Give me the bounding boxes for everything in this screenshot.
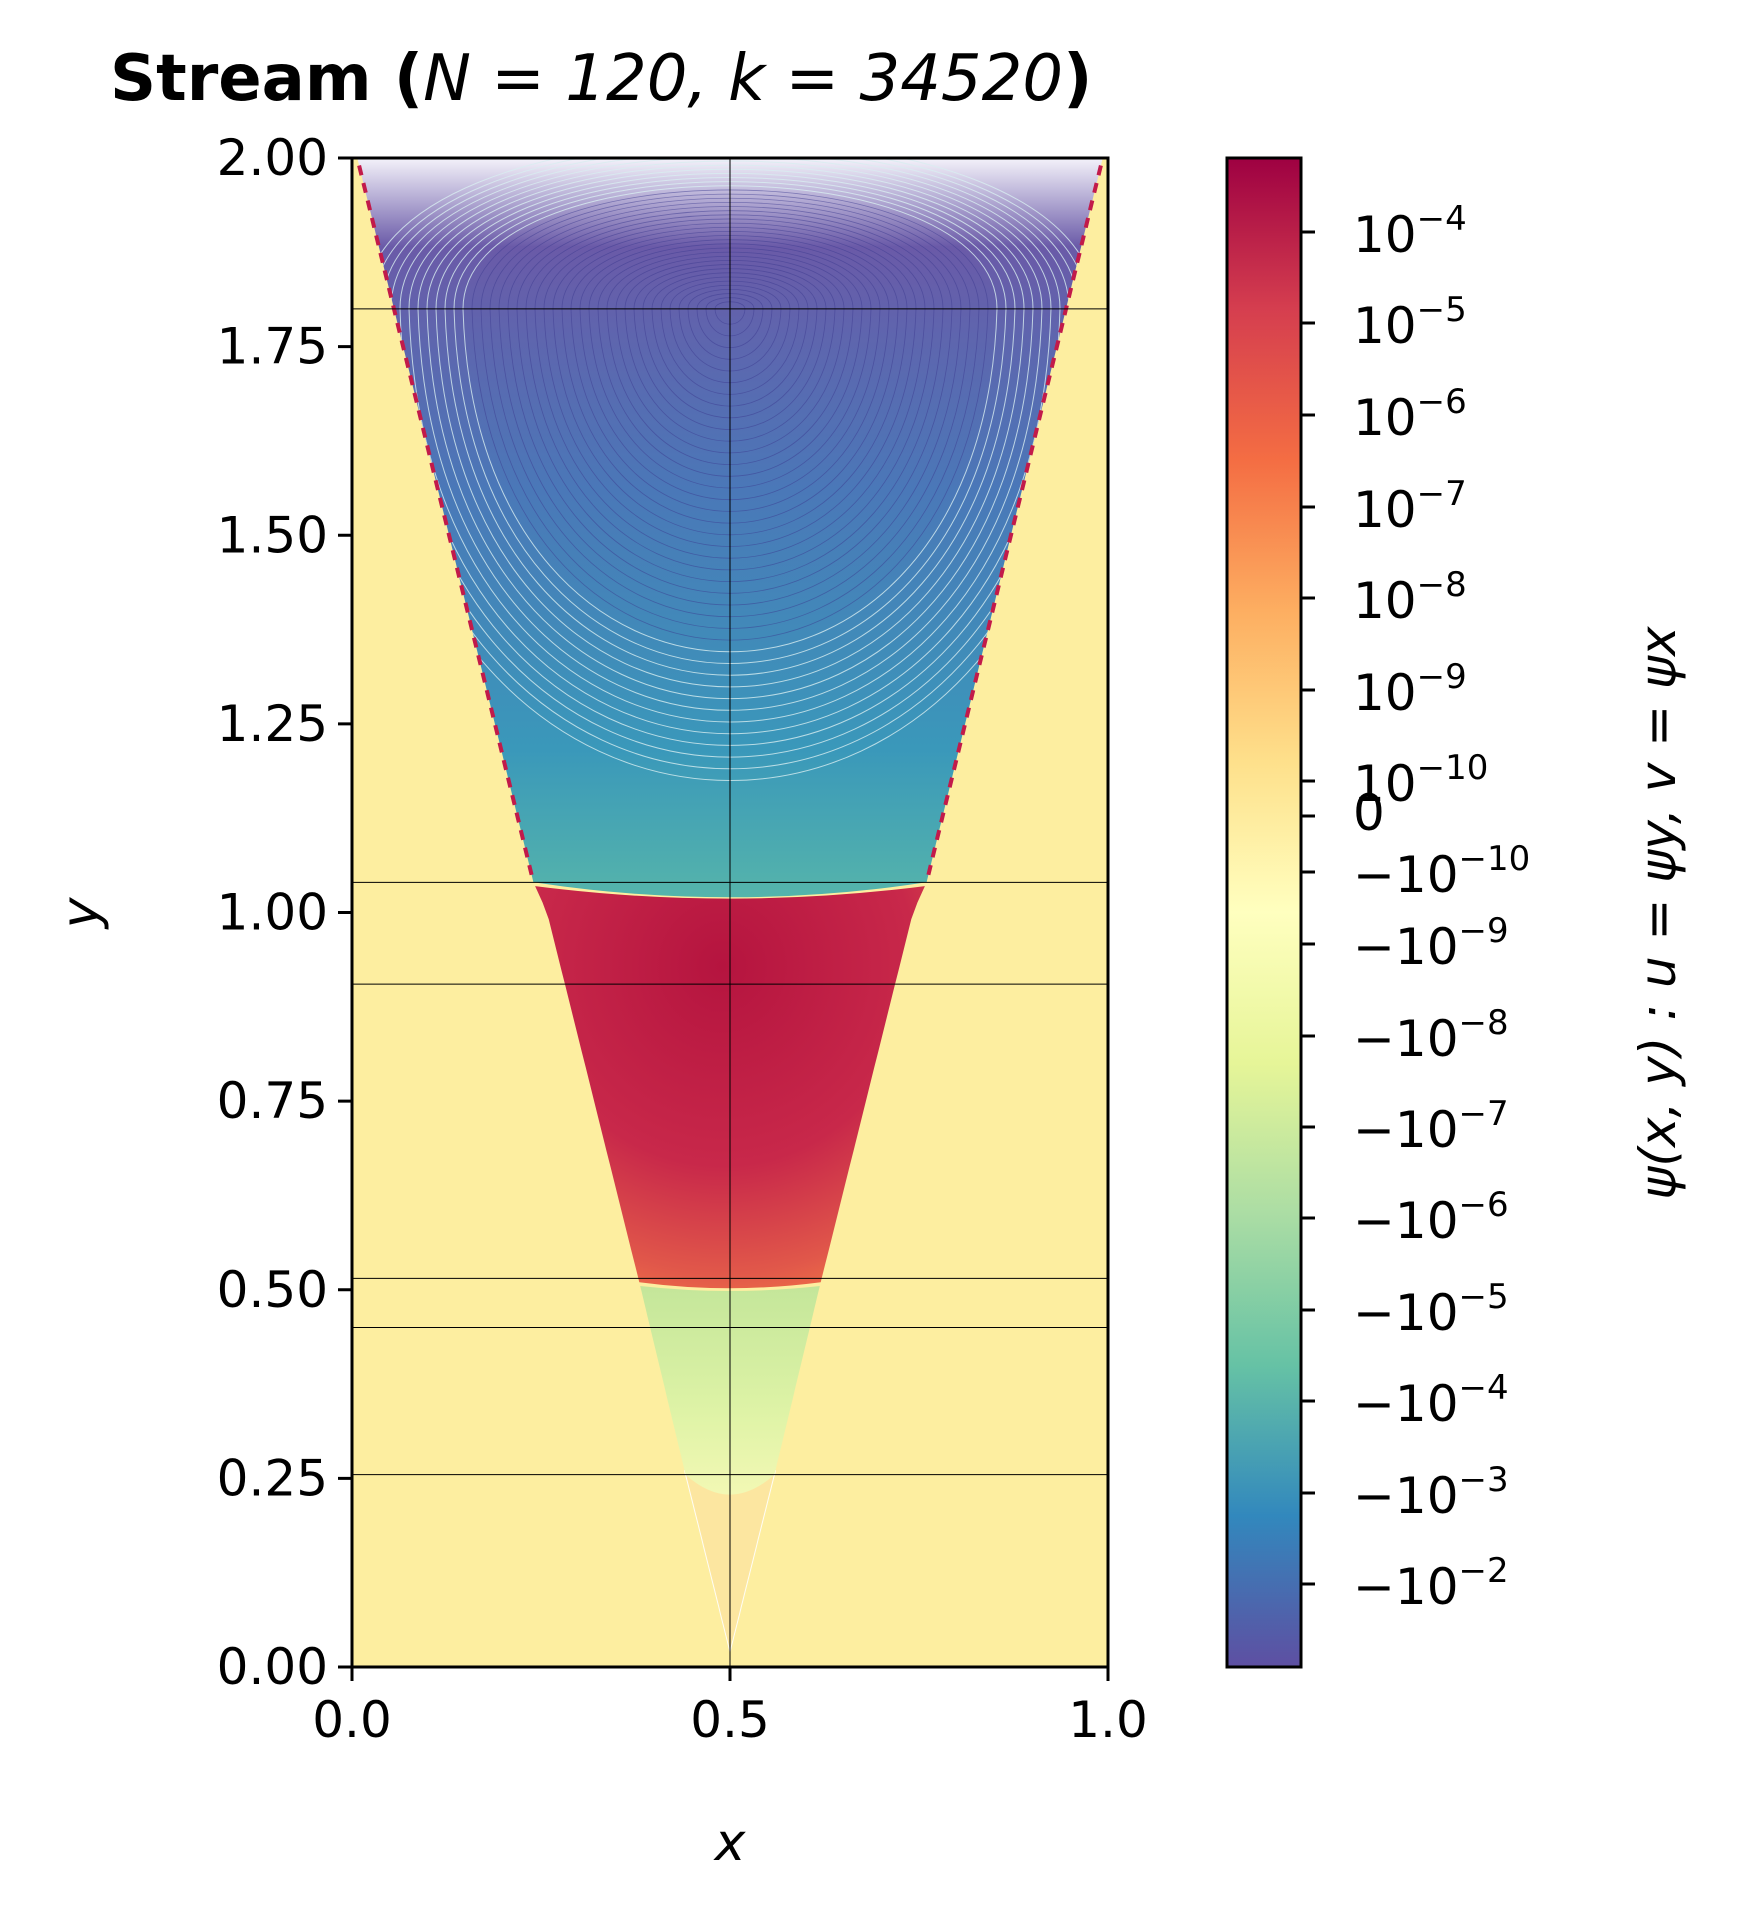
streamline: [651, 272, 809, 407]
colorbar-tick-label: 0: [1353, 784, 1385, 842]
left-boundary-edge: [357, 165, 534, 876]
right-boundary-edge: [926, 165, 1103, 876]
streamline: [453, 181, 1007, 664]
colorbar-tick-label: −10−4: [1353, 1368, 1509, 1433]
streamline: [543, 222, 917, 547]
streamline: [660, 276, 800, 395]
streamline: [687, 289, 773, 360]
colorbar-tick-label: 10−7: [1353, 474, 1467, 539]
streamline: [480, 193, 980, 629]
x-axis-ticks: 0.0 0.5 1.0: [312, 1667, 1148, 1749]
streamline: [678, 284, 782, 372]
streamline: [534, 218, 926, 559]
y-tick-label: 1.75: [217, 318, 328, 376]
streamline: [552, 226, 908, 535]
colorbar-frame: [1225, 156, 1303, 1669]
title-close: ): [1063, 42, 1093, 116]
colorbar-tick-label: −10−9: [1353, 911, 1509, 976]
y-tick-label: 1.25: [217, 695, 328, 753]
y-tick-label: 0.75: [217, 1072, 328, 1130]
colorbar-gradient: [1227, 158, 1301, 1667]
streamline: [417, 164, 1043, 711]
plot-area: [352, 158, 1108, 1667]
streamline: [615, 255, 845, 454]
streamline: [426, 168, 1034, 699]
streamline: [606, 251, 854, 465]
streamline: [462, 185, 998, 653]
chart-title: Stream (N = 120, k = 34520): [110, 42, 1092, 116]
streamline: [498, 201, 962, 606]
y-tick-label: 2.00: [217, 129, 328, 187]
colorbar-tick-label: 10−9: [1353, 657, 1467, 722]
streamline: [435, 173, 1025, 688]
streamline: [633, 264, 827, 430]
y-tick-label: 1.50: [217, 506, 328, 564]
streamline: [516, 210, 944, 582]
streamline: [624, 260, 836, 442]
x-tick-label: 0.5: [690, 1691, 770, 1749]
streamline: [561, 230, 899, 524]
x-axis-label: x: [713, 1813, 747, 1873]
streamline: [489, 197, 971, 618]
colorbar-tick-label: −10−2: [1353, 1551, 1509, 1616]
y-axis-label: y: [51, 896, 111, 930]
colorbar-tick-label: 10−10: [1353, 748, 1488, 813]
colorbar-tick-label: 10−4: [1353, 199, 1467, 264]
colorbar-tick-label: −10−7: [1353, 1094, 1509, 1159]
streamline: [579, 239, 881, 500]
colorbar-label: ψ(x, y) : u = ψy, v = ψx: [1629, 626, 1687, 1200]
streamline: [507, 206, 953, 594]
streamline: [597, 247, 863, 477]
streamline: [525, 214, 935, 571]
colorbar-tick-label: −10−6: [1353, 1185, 1509, 1250]
colorbar-tick-label: −10−5: [1353, 1277, 1509, 1342]
x-tick-label: 0.0: [312, 1691, 392, 1749]
y-tick-label: 0.25: [217, 1449, 328, 1507]
y-axis-ticks: 0.00 0.25 0.50 0.75 1.00 1.25 1.50 1.75 2.00: [217, 129, 352, 1696]
colorbar-tick-label: −10−10: [1353, 839, 1530, 904]
colorbar-tick-label: 10−6: [1353, 382, 1467, 447]
y-tick-label: 1.00: [217, 884, 328, 942]
streamline: [444, 177, 1016, 676]
streamline: [669, 280, 791, 384]
streamline: [471, 189, 989, 641]
title-bold: Stream (: [110, 42, 424, 116]
colorbar-tick-label: −10−8: [1353, 1003, 1509, 1068]
streamline: [588, 243, 872, 489]
colorbar-tick-label: 10−8: [1353, 565, 1467, 630]
streamline: [570, 235, 890, 512]
y-tick-label: 0.50: [217, 1261, 328, 1319]
streamline: [642, 268, 818, 419]
title-math: N = 120, k = 34520: [423, 42, 1064, 116]
colorbar-tick-label: 10−5: [1353, 290, 1467, 355]
y-tick-label: 0.00: [217, 1638, 328, 1696]
x-tick-label: 1.0: [1068, 1691, 1148, 1749]
colorbar-tick-label: −10−3: [1353, 1460, 1509, 1525]
colorbar-ticks: 10−4 10−5 10−6 10−7 10−8 10−9 10−100−10−10 −10−…: [1301, 199, 1530, 1616]
reference-lines: [352, 158, 1108, 1667]
